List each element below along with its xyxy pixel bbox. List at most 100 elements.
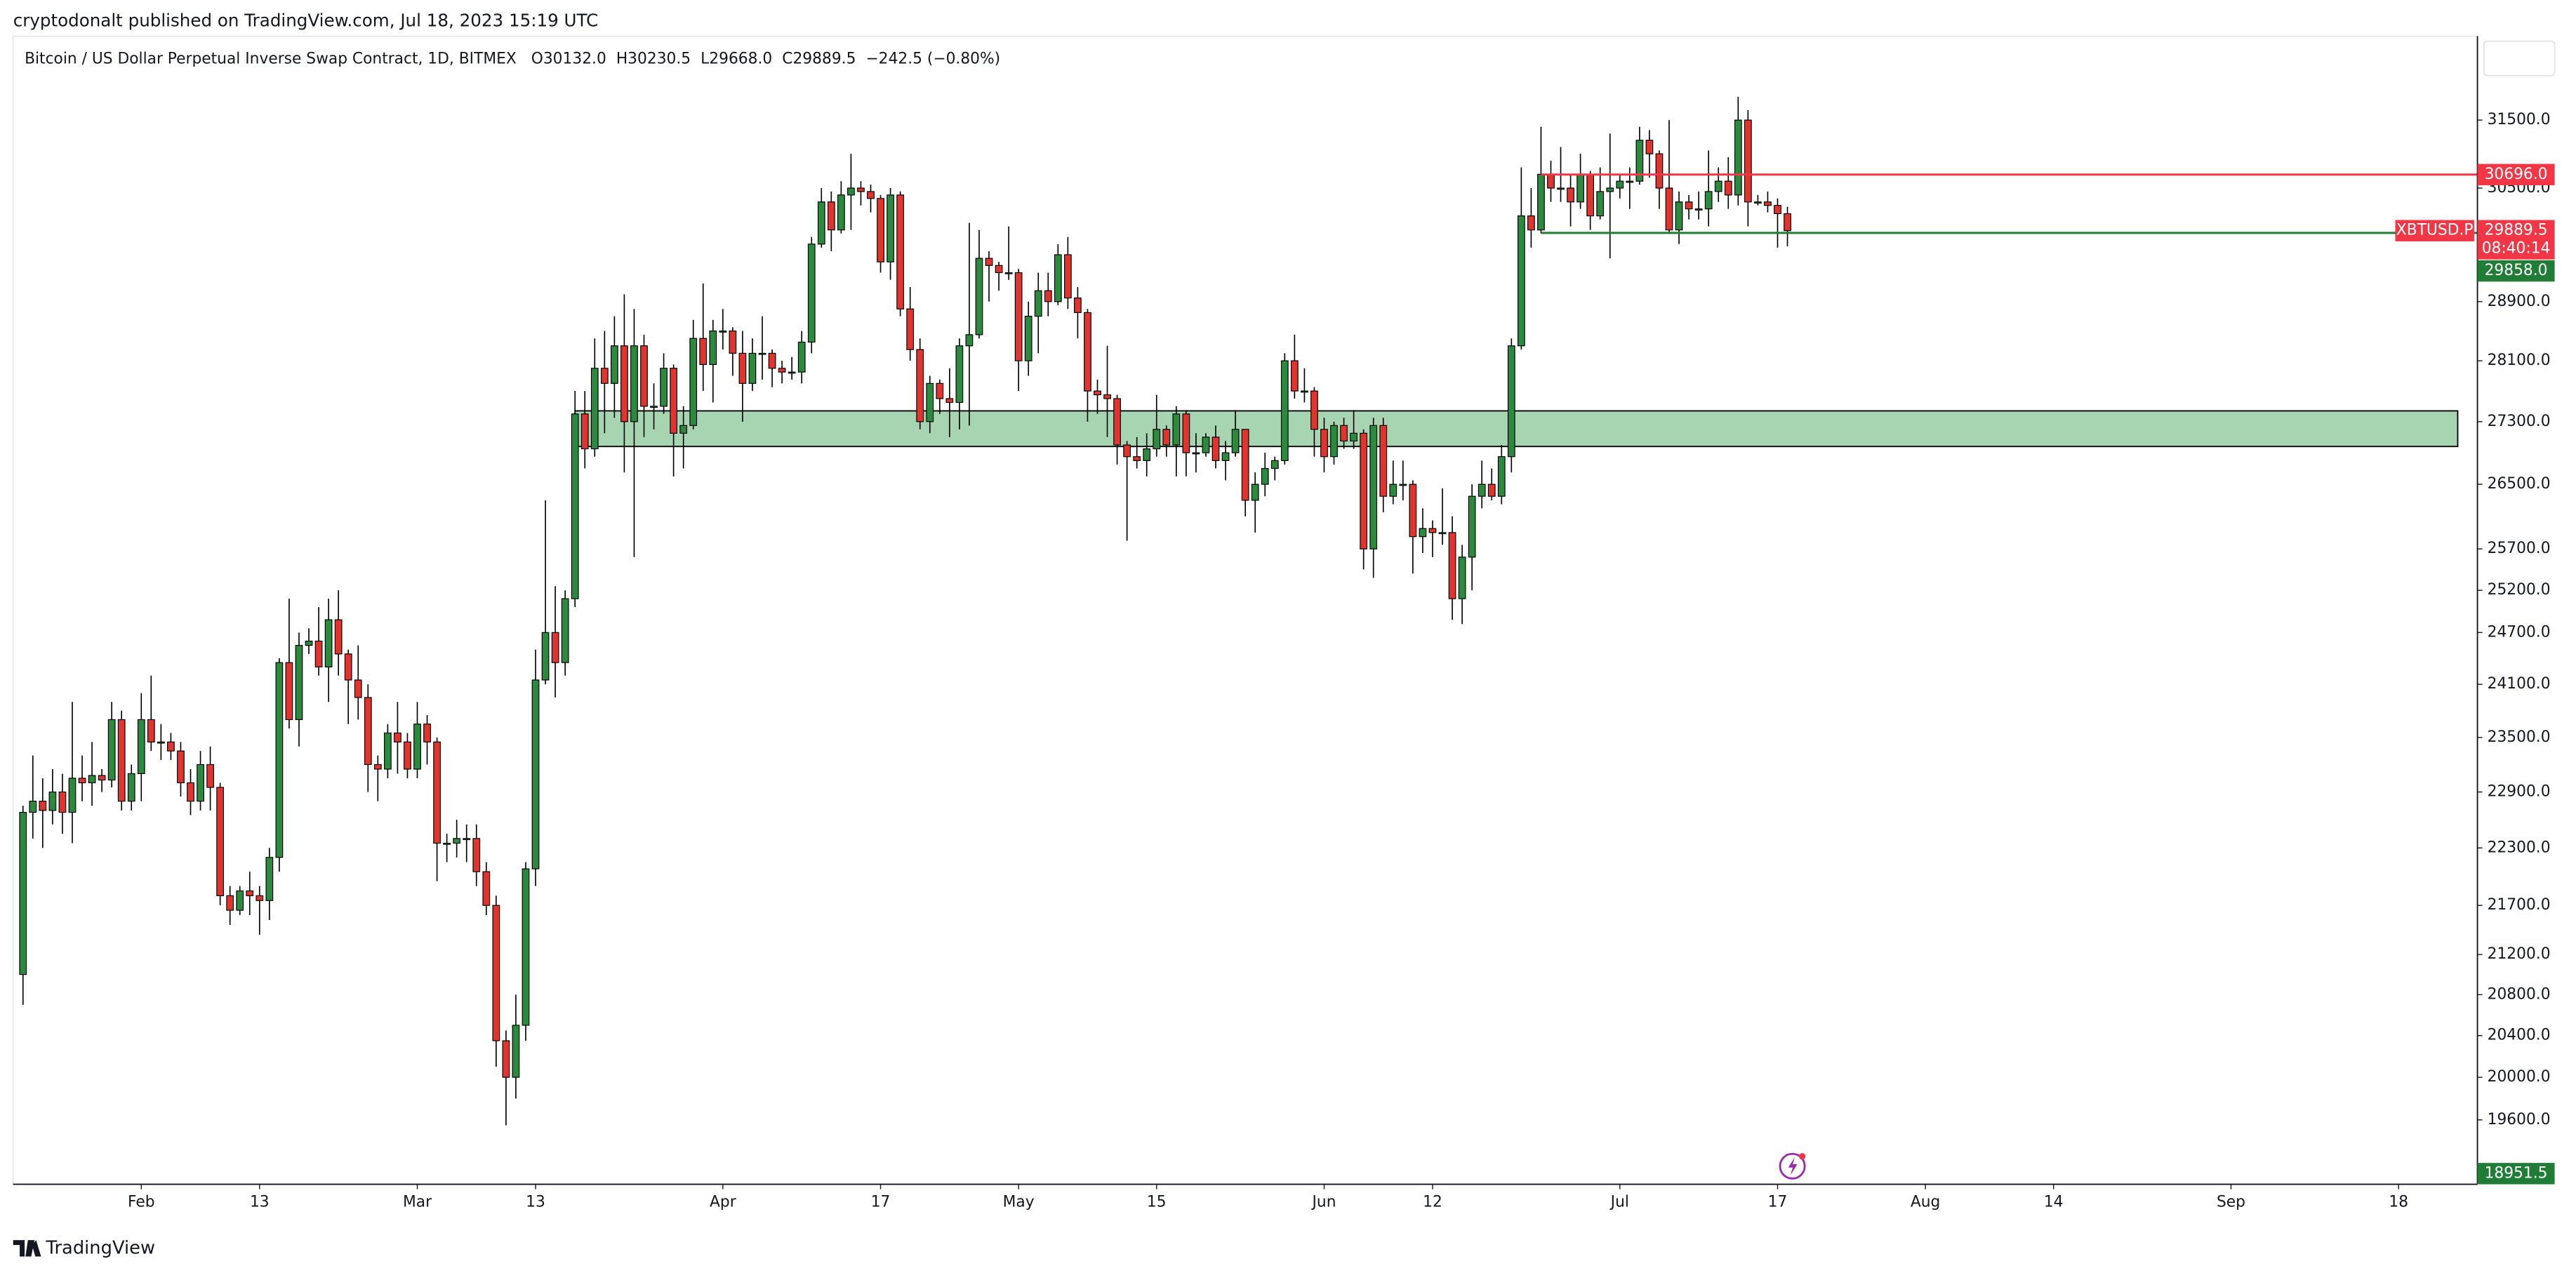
symbol-tag-box bbox=[2395, 220, 2474, 241]
candle-body bbox=[877, 198, 884, 262]
candle-body bbox=[1389, 484, 1397, 497]
x-tick-label: Mar bbox=[403, 1193, 432, 1211]
y-tick-label: 20800.0 bbox=[2488, 985, 2551, 1003]
candle-body bbox=[394, 732, 401, 742]
candle-body bbox=[117, 719, 126, 802]
candle-body bbox=[1448, 532, 1456, 599]
candle-body bbox=[916, 349, 924, 422]
candle-body bbox=[1547, 173, 1555, 189]
candle-body bbox=[1133, 456, 1141, 461]
candle-body bbox=[1784, 213, 1791, 232]
candle-body bbox=[512, 1025, 520, 1078]
candle-body bbox=[423, 724, 431, 742]
candle-body bbox=[896, 194, 904, 309]
candle-body bbox=[216, 787, 224, 896]
y-tick-label: 24700.0 bbox=[2488, 623, 2551, 641]
candle-body bbox=[1221, 452, 1230, 461]
candle-body bbox=[1340, 425, 1348, 442]
candle-body bbox=[1675, 201, 1683, 231]
candle-body bbox=[1360, 432, 1368, 549]
x-tick-label: 17 bbox=[1768, 1193, 1788, 1211]
candle-body bbox=[1419, 528, 1427, 538]
candle-body bbox=[354, 679, 362, 698]
candle-body bbox=[1251, 484, 1259, 501]
candle-body bbox=[1153, 429, 1161, 450]
candle-body bbox=[807, 244, 816, 343]
x-tick-label: 18 bbox=[2389, 1193, 2408, 1211]
legend-value: H30230.5 bbox=[616, 50, 691, 67]
candle-body bbox=[1310, 390, 1318, 430]
y-tick-label: 31500.0 bbox=[2488, 111, 2551, 128]
countdown-label: 08:40:14 bbox=[2482, 239, 2551, 257]
event-icon-dot bbox=[1798, 1153, 1806, 1160]
candle-body bbox=[453, 838, 461, 844]
candle-body bbox=[1596, 191, 1605, 217]
y-tick-label: 20400.0 bbox=[2488, 1027, 2551, 1044]
event-icon[interactable] bbox=[1779, 1152, 1806, 1180]
candle-body bbox=[571, 413, 579, 599]
candle-body bbox=[522, 868, 530, 1026]
candle-body bbox=[344, 653, 352, 681]
candle-body bbox=[1616, 180, 1624, 189]
y-tick-label: 24100.0 bbox=[2488, 675, 2551, 693]
candle-body bbox=[98, 775, 106, 781]
candle-body bbox=[324, 619, 333, 667]
candle-body bbox=[433, 741, 441, 844]
candle-body bbox=[443, 842, 451, 845]
candle-body bbox=[236, 890, 244, 911]
candle-body bbox=[975, 258, 983, 335]
x-tick-label: Apr bbox=[710, 1193, 736, 1211]
candle-body bbox=[1586, 173, 1595, 217]
candle-body bbox=[1094, 390, 1101, 396]
candle-body bbox=[1192, 452, 1200, 455]
candle-body bbox=[472, 838, 481, 872]
y-tick-label: 19600.0 bbox=[2488, 1111, 2551, 1128]
candle-body bbox=[1409, 484, 1417, 538]
candle-body bbox=[226, 895, 234, 911]
logo-mark bbox=[13, 1240, 41, 1257]
x-tick-label: 12 bbox=[1423, 1193, 1442, 1211]
candle-body bbox=[551, 632, 559, 663]
candle-body bbox=[729, 331, 737, 354]
candle-body bbox=[541, 632, 550, 681]
candle-body bbox=[827, 201, 835, 231]
candle-body bbox=[404, 741, 411, 770]
candle-body bbox=[955, 345, 964, 404]
bottom-price-label: 18951.5 bbox=[2485, 1164, 2548, 1182]
candle-body bbox=[1182, 413, 1190, 453]
candle-body bbox=[492, 905, 500, 1041]
candle-body bbox=[1103, 394, 1111, 399]
candle-body bbox=[1606, 187, 1614, 192]
price-label: 29858.0 bbox=[2485, 262, 2548, 279]
candle-body bbox=[1143, 448, 1151, 461]
candle-body bbox=[1399, 484, 1407, 486]
candle-body bbox=[1004, 272, 1013, 274]
candle-body bbox=[1468, 495, 1476, 558]
candle-body bbox=[857, 187, 865, 192]
candle-body bbox=[699, 338, 708, 366]
x-tick-label: May bbox=[1003, 1193, 1035, 1211]
y-tick-label: 28900.0 bbox=[2488, 293, 2551, 310]
plot-area bbox=[19, 96, 2459, 1126]
series-legend: Bitcoin / US Dollar Perpetual Inverse Sw… bbox=[25, 50, 1000, 67]
candle-body bbox=[590, 368, 599, 450]
candle-body bbox=[1704, 191, 1713, 210]
candle-body bbox=[1044, 290, 1052, 302]
candle-body bbox=[758, 352, 766, 355]
candle-body bbox=[1517, 215, 1525, 347]
x-tick-label: 15 bbox=[1147, 1193, 1167, 1211]
candle-body bbox=[265, 857, 274, 901]
candle-body bbox=[847, 187, 855, 196]
settings-box[interactable] bbox=[2483, 40, 2556, 76]
candle-body bbox=[68, 778, 77, 813]
y-tick-label: 22300.0 bbox=[2488, 839, 2551, 856]
candle-body bbox=[1034, 290, 1042, 317]
candle-body bbox=[1567, 187, 1574, 203]
candle-body bbox=[1024, 316, 1033, 361]
legend-value: O30132.0 bbox=[531, 50, 606, 67]
candle-body bbox=[246, 890, 254, 896]
candle-body bbox=[1054, 254, 1062, 302]
candle-body bbox=[1280, 360, 1289, 461]
